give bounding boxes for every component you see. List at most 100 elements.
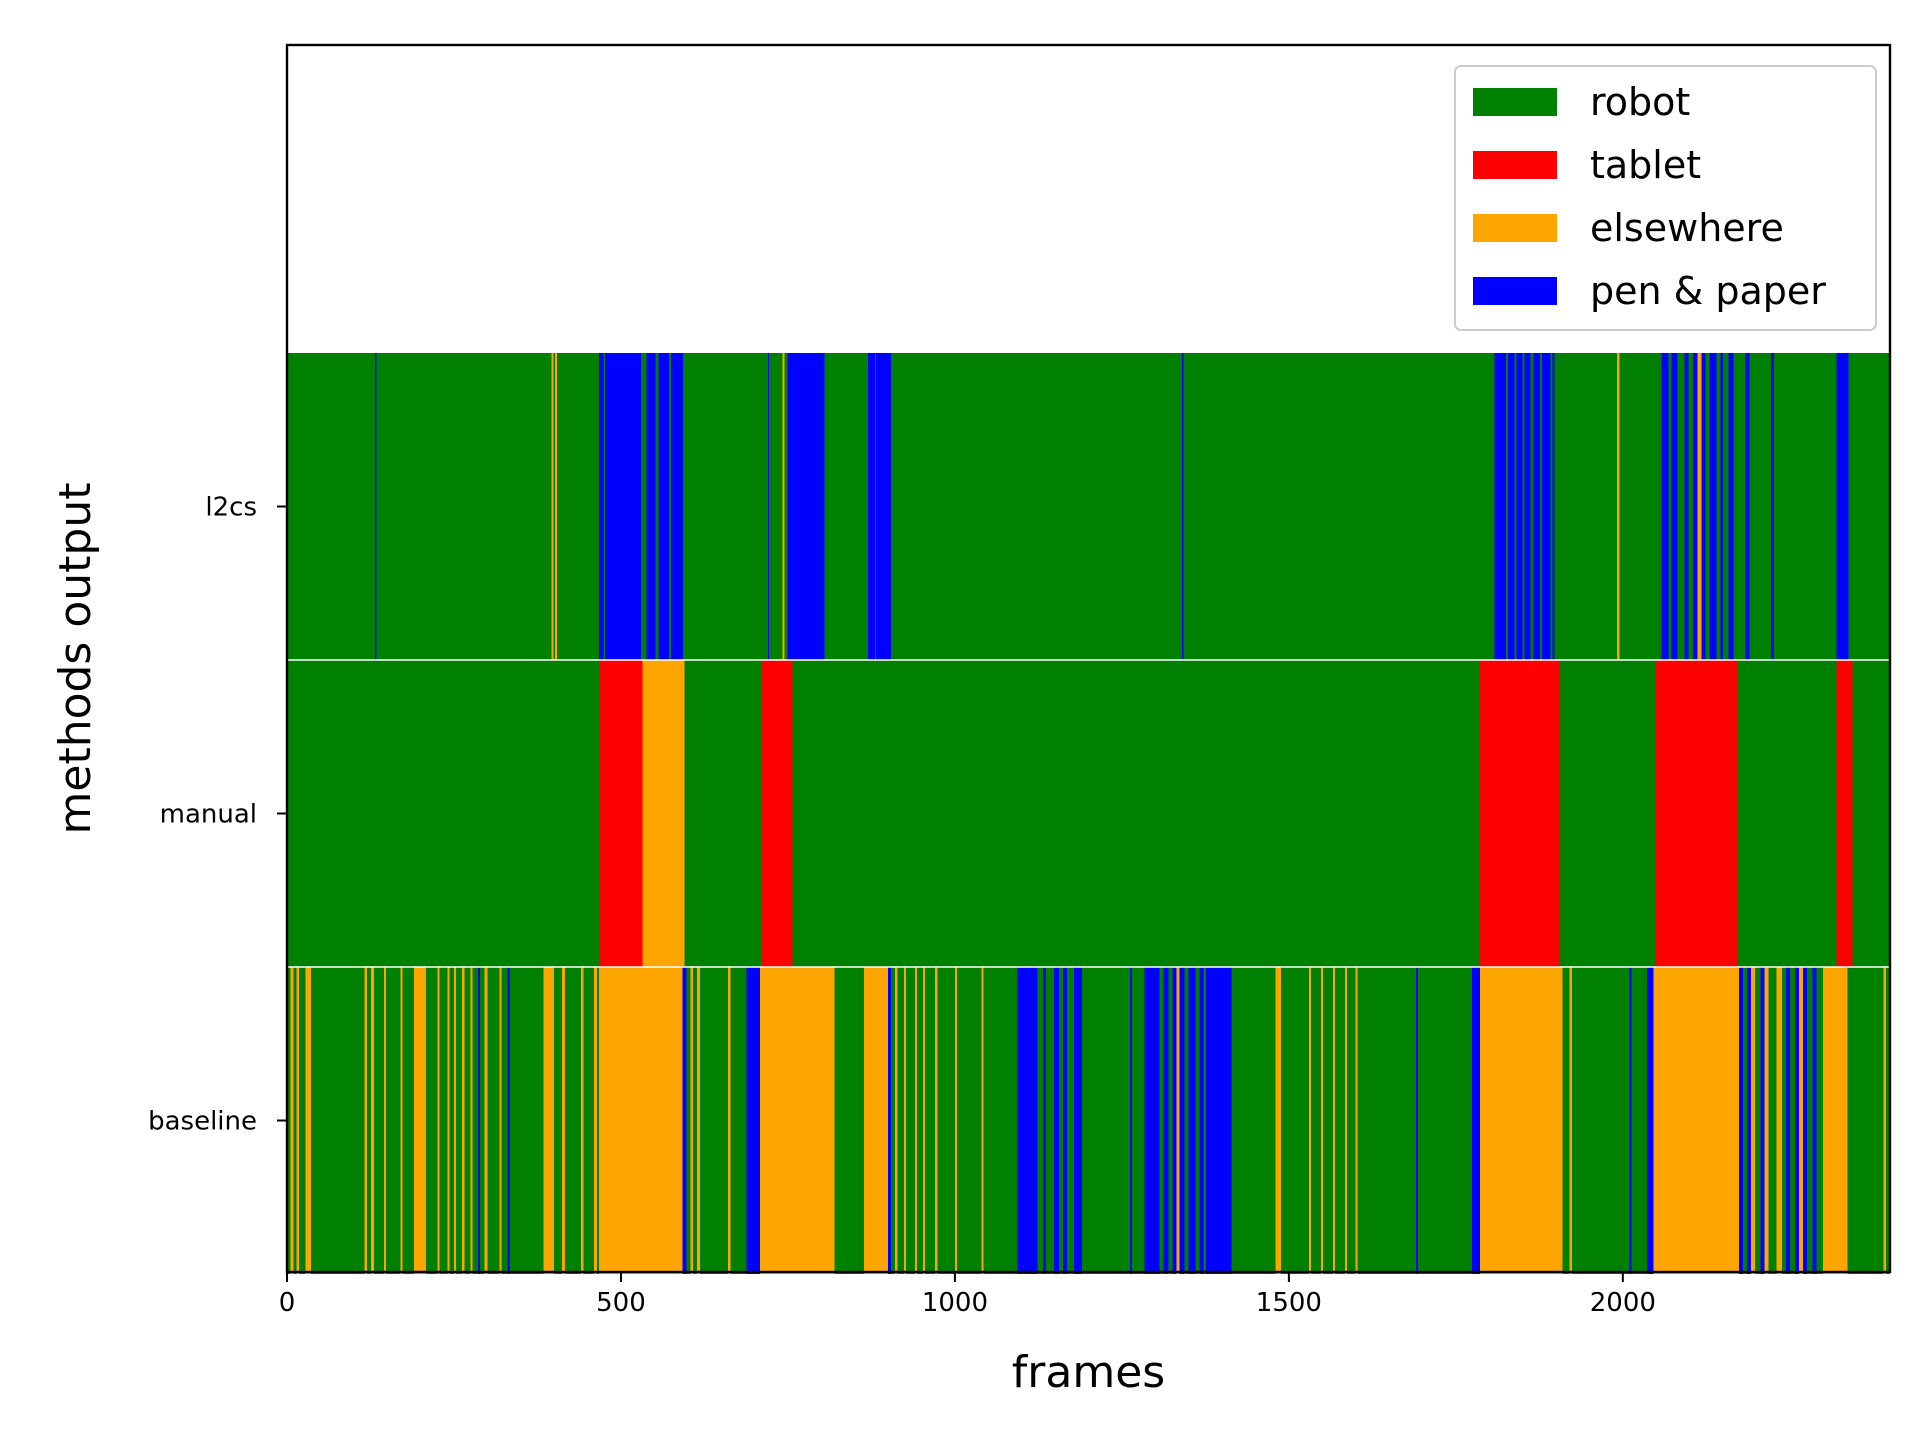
segment-baseline-robot: [1203, 967, 1207, 1274]
segment-baseline-robot: [1346, 967, 1356, 1274]
segment-l2cs-robot: [1619, 353, 1662, 660]
legend: robot tablet elsewhere pen & paper: [1454, 65, 1877, 331]
segment-l2cs-pen-paper: [658, 353, 670, 660]
segment-baseline-elsewhere: [484, 967, 488, 1274]
segment-baseline-pen-paper: [1747, 967, 1752, 1274]
segment-baseline-pen-paper: [1017, 967, 1038, 1274]
segment-manual-elsewhere: [642, 660, 685, 967]
segment-baseline-robot: [1231, 967, 1276, 1274]
segment-baseline-robot: [480, 967, 485, 1274]
segment-l2cs-robot: [824, 353, 869, 660]
segment-baseline-robot: [367, 967, 372, 1274]
segment-baseline-robot: [834, 967, 865, 1274]
segment-baseline-elsewhere: [562, 967, 565, 1274]
segment-l2cs-pen-paper: [1533, 353, 1541, 660]
segment-l2cs-pen-paper: [1542, 353, 1551, 660]
segment-l2cs-pen-paper: [1671, 353, 1678, 660]
segment-manual-robot: [1737, 660, 1837, 967]
segment-baseline-robot: [906, 967, 915, 1274]
y-tick-label-baseline: baseline: [148, 1107, 257, 1137]
segment-baseline-robot: [472, 967, 479, 1274]
segment-baseline-robot: [501, 967, 508, 1274]
segment-l2cs-robot: [890, 353, 1183, 660]
segment-baseline-robot: [311, 967, 365, 1274]
segment-baseline-robot: [1037, 967, 1044, 1274]
segment-baseline-pen-paper: [1471, 967, 1480, 1274]
segment-baseline-elsewhere: [1883, 967, 1886, 1274]
segment-l2cs-pen-paper: [1182, 353, 1184, 660]
segment-baseline-robot: [916, 967, 923, 1274]
segment-baseline-elsewhere: [1776, 967, 1782, 1274]
segment-l2cs-pen-paper: [1552, 353, 1555, 660]
segment-baseline-pen-paper: [1199, 967, 1204, 1274]
segment-l2cs-robot: [556, 353, 599, 660]
segment-baseline-robot: [1322, 967, 1333, 1274]
segment-l2cs-robot: [287, 353, 376, 660]
segment-baseline-pen-paper: [1785, 967, 1790, 1274]
segment-l2cs-elsewhere: [1697, 353, 1702, 660]
segment-baseline-robot: [1280, 967, 1309, 1274]
segment-baseline-robot: [1755, 967, 1761, 1274]
segment-baseline-pen-paper: [1739, 967, 1744, 1274]
segment-l2cs-elsewhere: [782, 353, 785, 660]
legend-label-pen-paper: pen & paper: [1590, 269, 1826, 313]
segment-baseline-robot: [1781, 967, 1786, 1274]
segment-baseline-robot: [1081, 967, 1130, 1274]
segment-baseline-elsewhere: [1569, 967, 1573, 1274]
legend-swatch-pen-paper: [1473, 277, 1557, 305]
segment-baseline-robot: [1847, 967, 1884, 1274]
segment-l2cs-pen-paper: [1524, 353, 1531, 660]
segment-baseline-elsewhere: [1764, 967, 1769, 1274]
segment-baseline-elsewhere: [594, 967, 597, 1274]
segment-baseline-elsewhere: [461, 967, 465, 1274]
segment-manual-tablet: [1479, 660, 1561, 967]
row-separators: [287, 659, 1890, 968]
segment-l2cs-pen-paper: [1692, 353, 1698, 660]
segment-baseline-robot: [1768, 967, 1777, 1274]
segment-baseline-robot: [1357, 967, 1416, 1274]
x-tick-label: 500: [596, 1288, 646, 1318]
segment-baseline-elsewhere: [954, 967, 957, 1274]
segment-baseline-robot: [699, 967, 728, 1274]
segment-baseline-elsewhere: [383, 967, 386, 1274]
segment-manual-robot: [1560, 660, 1655, 967]
segment-baseline-robot: [1572, 967, 1630, 1274]
segment-baseline-robot: [1159, 967, 1164, 1274]
segment-baseline-robot: [1184, 967, 1189, 1274]
segment-l2cs-robot: [1540, 353, 1543, 660]
segment-baseline-elsewhere: [371, 967, 374, 1274]
segment-l2cs-pen-paper: [1494, 353, 1506, 660]
segment-l2cs-pen-paper: [598, 353, 604, 660]
x-axis-title: frames: [1012, 1347, 1165, 1398]
segment-baseline-elsewhere: [894, 967, 898, 1274]
segment-manual-robot: [684, 660, 762, 967]
segment-l2cs-elsewhere: [551, 353, 554, 660]
segment-baseline-elsewhere: [290, 967, 294, 1274]
segment-baseline-elsewhere: [981, 967, 984, 1274]
segment-l2cs-robot: [784, 353, 788, 660]
segment-baseline-robot: [956, 967, 982, 1274]
segment-l2cs-pen-paper: [1684, 353, 1689, 660]
segment-l2cs-elsewhere: [554, 353, 557, 660]
segment-baseline-elsewhere: [922, 967, 925, 1274]
segment-baseline-pen-paper: [1053, 967, 1060, 1274]
segment-l2cs-robot: [1522, 353, 1525, 660]
segment-baseline-pen-paper: [1043, 967, 1046, 1274]
segment-l2cs-pen-paper: [375, 353, 377, 660]
segment-baseline-robot: [583, 967, 595, 1274]
segment-l2cs-robot: [1677, 353, 1685, 660]
segment-baseline-robot: [1417, 967, 1472, 1274]
segment-l2cs-robot: [669, 353, 672, 660]
segment-baseline-robot: [510, 967, 544, 1274]
segment-l2cs-robot: [1668, 353, 1672, 660]
segment-baseline-pen-paper: [746, 967, 760, 1274]
segment-baseline-robot: [385, 967, 401, 1274]
segment-baseline-pen-paper: [1760, 967, 1765, 1274]
segment-l2cs-robot: [553, 353, 555, 660]
segment-baseline-robot: [1067, 967, 1074, 1274]
segment-baseline-elsewhere: [1751, 967, 1756, 1274]
segment-baseline-elsewhere: [934, 967, 938, 1274]
segment-baseline-elsewhere: [580, 967, 584, 1274]
segment-l2cs-robot: [1514, 353, 1517, 660]
